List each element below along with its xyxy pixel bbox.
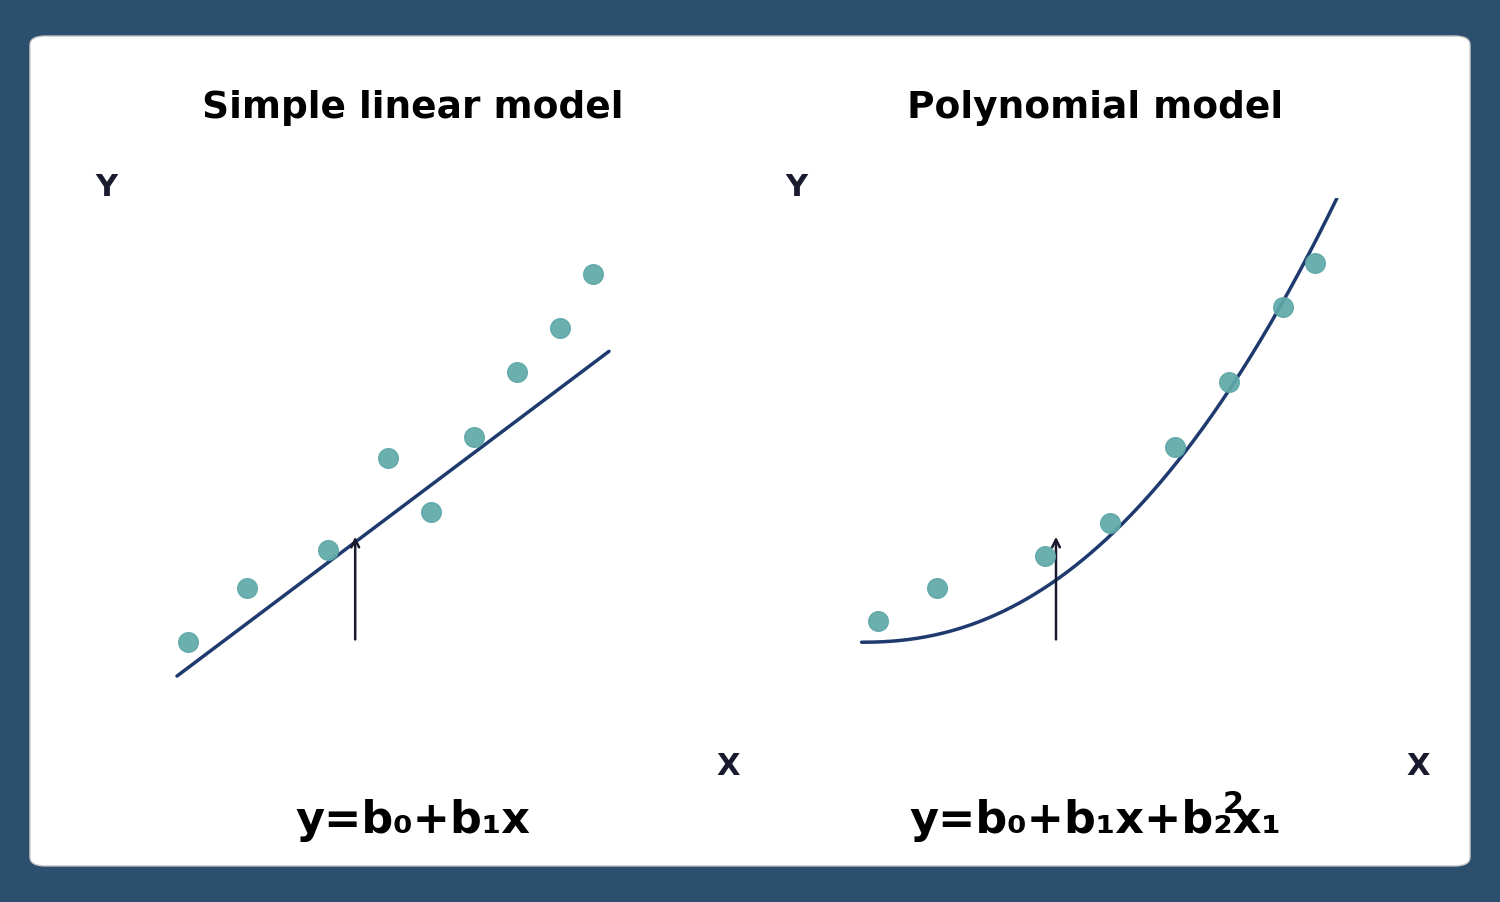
Point bbox=[1216, 375, 1240, 390]
Text: y=b₀+b₁x+b₂x₁: y=b₀+b₁x+b₂x₁ bbox=[909, 799, 1281, 842]
Text: y=b₀+b₁x: y=b₀+b₁x bbox=[296, 799, 530, 842]
Point bbox=[316, 543, 340, 557]
Text: Polynomial model: Polynomial model bbox=[908, 90, 1282, 126]
Point bbox=[176, 635, 200, 649]
Point bbox=[1304, 256, 1328, 271]
Point bbox=[419, 505, 442, 520]
Text: Y: Y bbox=[96, 173, 118, 202]
Text: X: X bbox=[1406, 752, 1429, 781]
Point bbox=[1098, 516, 1122, 530]
Point bbox=[1034, 548, 1058, 563]
Text: 2: 2 bbox=[1222, 790, 1244, 819]
Point bbox=[865, 613, 889, 628]
Text: Y: Y bbox=[786, 173, 808, 202]
Point bbox=[1162, 440, 1186, 455]
Text: X: X bbox=[716, 752, 740, 781]
Point bbox=[375, 451, 399, 465]
Point bbox=[462, 429, 486, 444]
Point bbox=[580, 267, 604, 281]
Point bbox=[236, 581, 260, 595]
Point bbox=[549, 321, 573, 336]
Text: Simple linear model: Simple linear model bbox=[202, 90, 624, 126]
Point bbox=[506, 364, 530, 379]
Point bbox=[926, 581, 950, 595]
Point bbox=[1270, 299, 1294, 314]
